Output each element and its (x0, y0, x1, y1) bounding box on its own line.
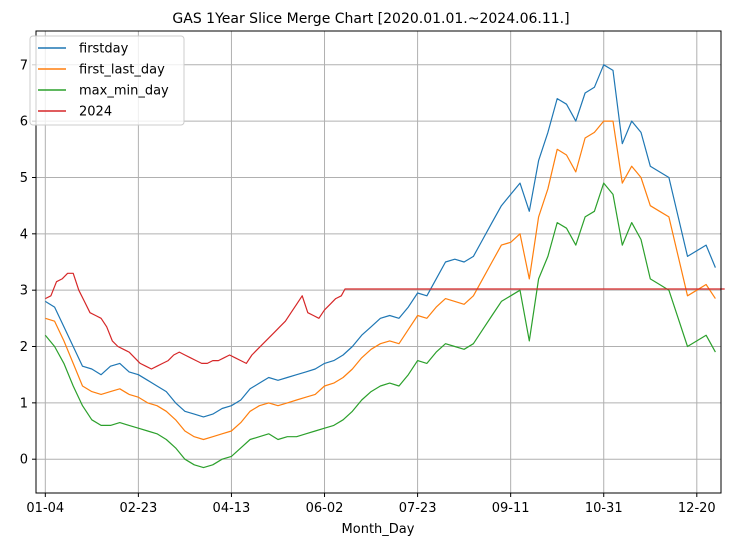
x-tick-label: 06-02 (306, 501, 344, 516)
legend-label: first_last_day (79, 63, 165, 78)
series-lines (44, 64, 725, 469)
x-tick-label: 02-23 (119, 501, 157, 516)
x-tick-label: 12-20 (678, 501, 716, 516)
x-axis-ticks: 01-04 02-23 04-13 06-02 07-23 09-11 10-31 12-20 (26, 493, 716, 516)
series-line-first-last-day (45, 120, 716, 441)
y-tick-label: 2 (20, 340, 28, 355)
x-axis-label: Month_Day (342, 522, 415, 537)
legend-label: firstday (79, 42, 129, 57)
y-tick-label: 1 (20, 396, 28, 411)
plot-frame (35, 30, 722, 494)
y-tick-label: 6 (20, 115, 28, 130)
series-line-2024 (45, 272, 725, 370)
chart-title: GAS 1Year Slice Merge Chart [2020.01.01.… (172, 11, 569, 27)
legend-box (29, 35, 185, 126)
series-line-firstday (44, 64, 716, 418)
legend: firstday first_last_day max_min_day 2024 (29, 35, 185, 126)
series-line-max-min-day (44, 182, 716, 469)
x-tick-label: 01-04 (26, 501, 64, 516)
legend-label: 2024 (79, 105, 112, 120)
y-tick-label: 4 (20, 227, 28, 242)
y-tick-label: 5 (20, 171, 28, 186)
y-tick-label: 3 (20, 284, 28, 299)
y-tick-label: 7 (20, 58, 28, 73)
grid-lines (36, 31, 721, 493)
x-tick-label: 07-23 (399, 501, 437, 516)
y-tick-label: 0 (20, 453, 28, 468)
x-tick-label: 04-13 (213, 501, 251, 516)
x-tick-label: 10-31 (585, 501, 623, 516)
legend-label: max_min_day (79, 84, 169, 99)
x-tick-label: 09-11 (492, 501, 530, 516)
